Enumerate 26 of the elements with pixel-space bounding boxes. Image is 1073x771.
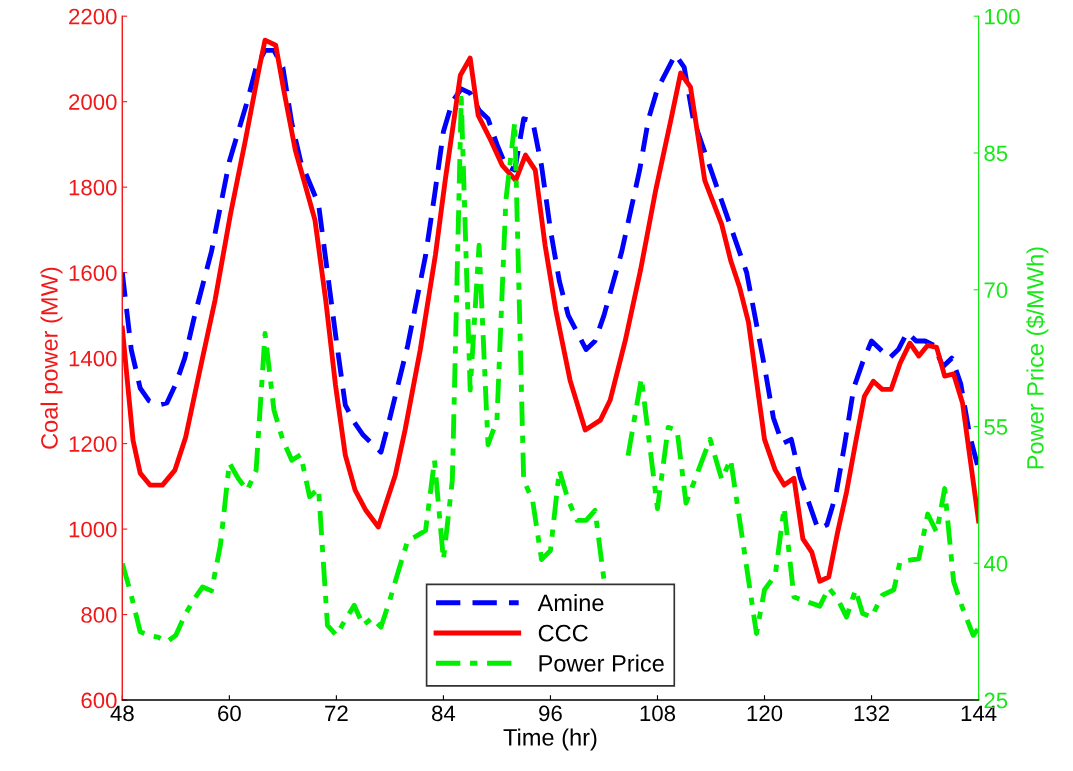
legend-label: CCC bbox=[538, 624, 588, 642]
y-tick-label: 1400 bbox=[69, 350, 117, 367]
x-axis-title: Time (hr) bbox=[503, 728, 597, 751]
y2-tick-label: 70 bbox=[984, 282, 1008, 299]
x-tick-label: 96 bbox=[539, 705, 562, 722]
y-tick-label: 1200 bbox=[69, 436, 117, 452]
y2-axis-title: Power Price ($/MWh) bbox=[1026, 247, 1049, 469]
y-tick-label: 1800 bbox=[69, 179, 117, 196]
x-tick-label: 84 bbox=[432, 705, 456, 722]
y-tick-label: 2000 bbox=[69, 94, 117, 110]
y2-tick-label: 100 bbox=[985, 8, 1020, 25]
y-tick-label: 1000 bbox=[69, 521, 117, 538]
y2-tick-label: 85 bbox=[984, 145, 1008, 162]
legend-label: Power Price bbox=[539, 654, 664, 672]
y-tick-label: 1600 bbox=[69, 265, 117, 281]
y2-tick-label: 55 bbox=[984, 419, 1008, 435]
y-tick-label: 800 bbox=[81, 607, 117, 623]
y2-tick-label: 40 bbox=[983, 555, 1008, 572]
x-tick-label: 72 bbox=[325, 705, 348, 722]
legend-label: Amine bbox=[537, 593, 604, 612]
x-tick-label: 132 bbox=[854, 705, 889, 722]
x-tick-label: 120 bbox=[747, 705, 783, 722]
x-tick-label: 108 bbox=[640, 705, 676, 722]
x-tick-label: 60 bbox=[218, 705, 241, 722]
y-tick-label: 2200 bbox=[69, 8, 117, 25]
y-axis-title: Coal power (MW) bbox=[40, 267, 63, 449]
